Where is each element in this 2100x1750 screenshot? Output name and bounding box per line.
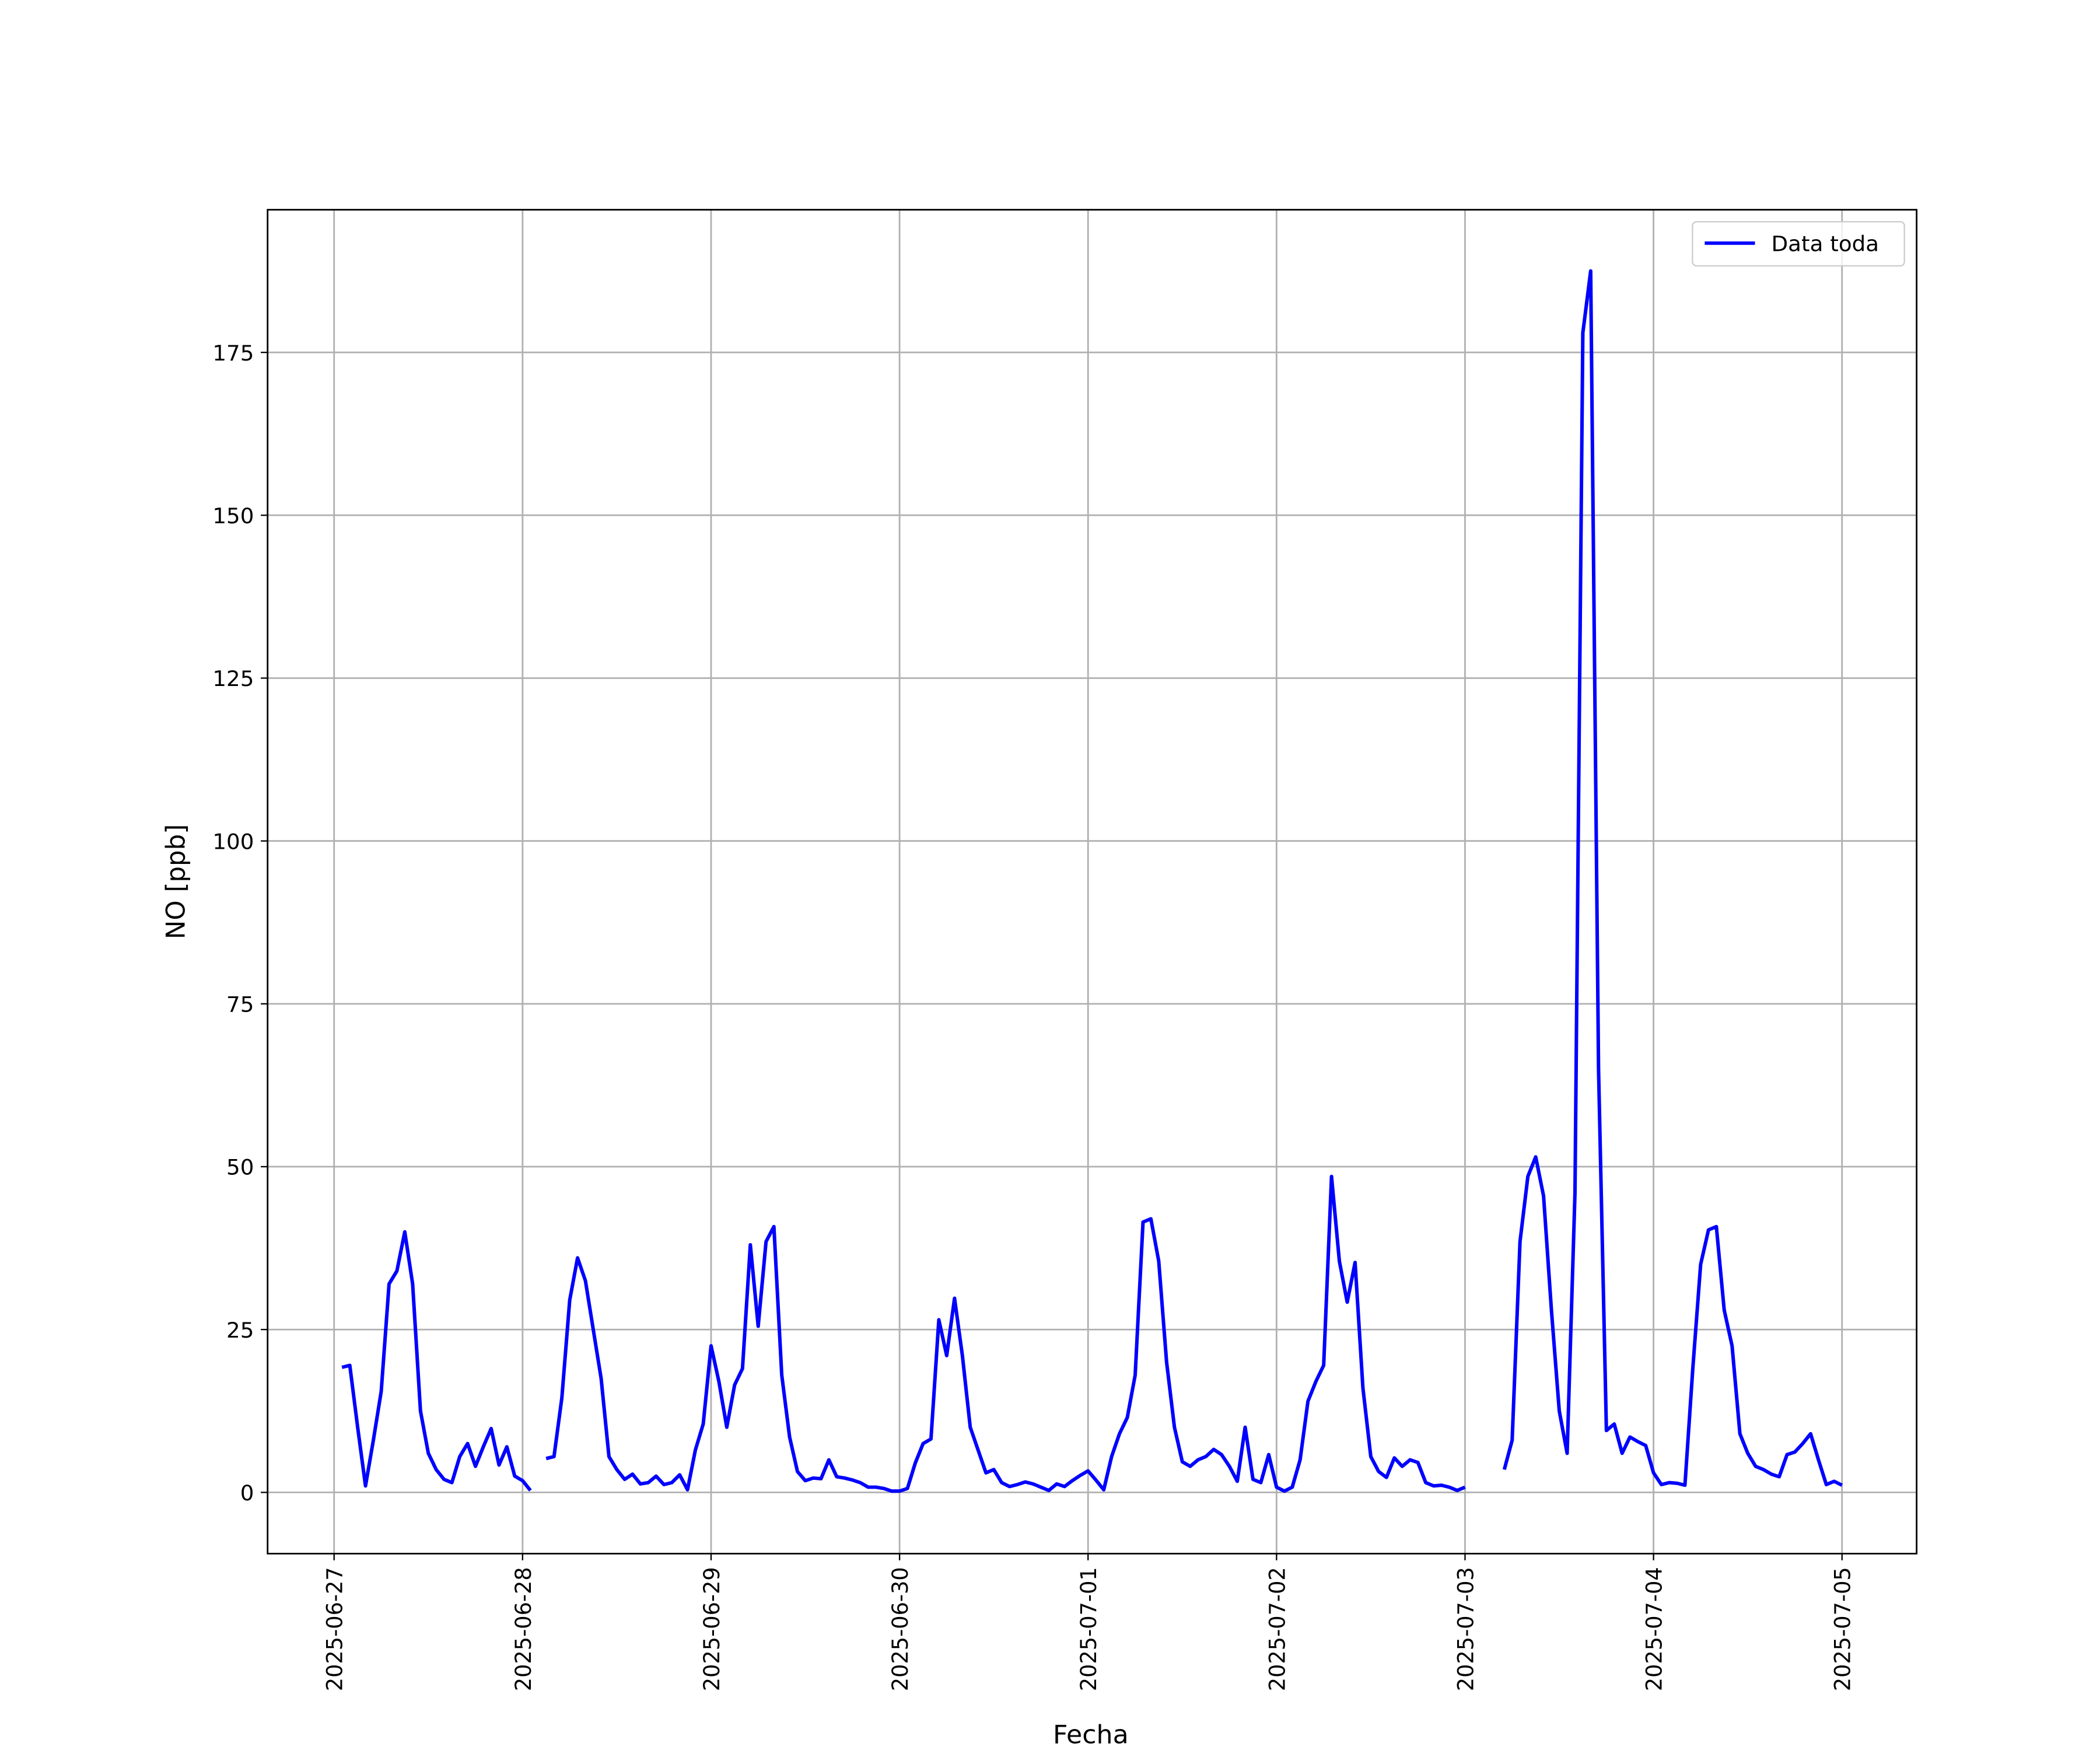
legend-box: [1692, 221, 1905, 267]
y-tick-label: 0: [240, 1480, 254, 1506]
x-tick-label: 2025-07-02: [1265, 1567, 1290, 1691]
y-tick-label: 50: [226, 1155, 254, 1180]
y-tick-label: 125: [212, 666, 254, 691]
y-tick-label: 150: [212, 503, 254, 528]
x-tick-label: 2025-06-29: [699, 1567, 724, 1691]
x-tick-label: 2025-06-27: [322, 1567, 347, 1691]
y-tick-label: 75: [226, 992, 254, 1017]
y-tick-label: 175: [212, 341, 254, 366]
x-tick-label: 2025-07-05: [1830, 1567, 1855, 1691]
y-axis-label: NO [ppb]: [161, 824, 191, 939]
x-tick-label: 2025-07-01: [1076, 1567, 1101, 1691]
plot-frame: [267, 209, 1918, 1555]
y-tick-label: 25: [226, 1318, 254, 1343]
x-axis-label: Fecha: [1053, 1720, 1129, 1750]
x-tick-label: 2025-07-04: [1642, 1567, 1667, 1691]
y-tick-label: 100: [212, 830, 254, 855]
x-tick-label: 2025-06-28: [511, 1567, 536, 1691]
data-line: [341, 269, 1843, 1493]
x-tick-label: 2025-06-30: [888, 1567, 913, 1691]
legend: Data toda: [1692, 221, 1905, 267]
x-tick-label: 2025-07-03: [1453, 1567, 1478, 1691]
legend-label: Data toda: [1771, 232, 1879, 257]
